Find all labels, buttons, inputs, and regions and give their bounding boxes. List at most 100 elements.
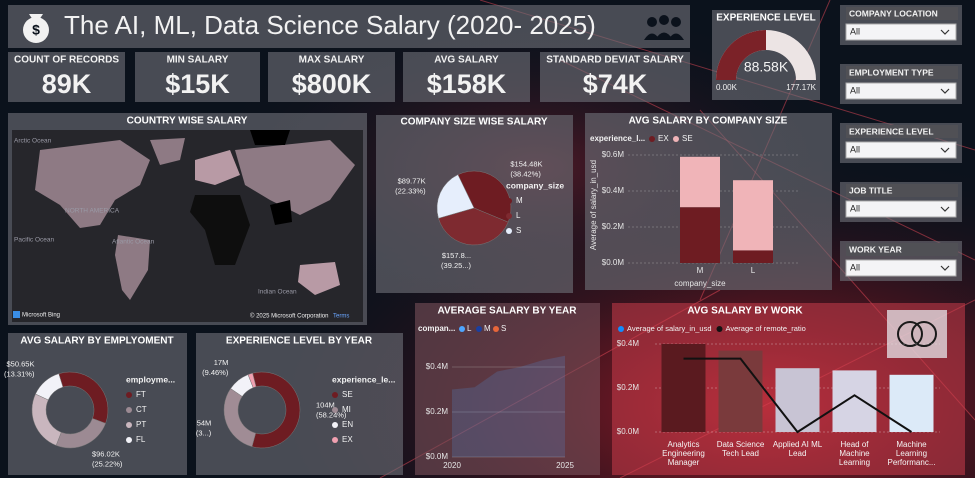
kpi-label: MAX SALARY xyxy=(299,55,365,66)
legend-marker xyxy=(618,326,624,332)
title-bar xyxy=(8,5,690,48)
x-tick-label-box: Head of Machine Learning xyxy=(839,440,870,467)
bing-logo xyxy=(13,311,20,318)
legend-marker xyxy=(459,326,465,332)
bar-segment xyxy=(680,156,720,208)
kpi-card xyxy=(268,52,395,102)
slicer-header xyxy=(846,7,958,20)
x-tick-label: Machine Learning Performanc... xyxy=(887,440,936,467)
slicer-dropdown[interactable] xyxy=(845,259,957,277)
data-label: $89.77K xyxy=(398,176,426,185)
bar-segment xyxy=(680,207,720,263)
legend-label: M xyxy=(516,196,523,205)
y-tick-label: $0.0M xyxy=(617,427,640,436)
legend-marker xyxy=(716,326,723,332)
legend-title: experience_l... xyxy=(590,134,645,143)
slicer-title: EXPERIENCE LEVEL xyxy=(849,126,934,136)
map-terms[interactable]: Terms xyxy=(333,314,349,320)
money-bag-icon: $ xyxy=(23,14,49,43)
donut-segment xyxy=(247,372,257,388)
legend-label: S xyxy=(516,226,521,235)
bar xyxy=(889,374,934,432)
y-tick-label: $0.0M xyxy=(602,258,625,267)
kpi-label: COUNT OF RECORDS xyxy=(14,55,119,66)
legend-label: M xyxy=(484,324,491,333)
x-tick-label-box: Machine Learning Performanc... xyxy=(887,440,936,467)
bar xyxy=(775,368,820,432)
slicer-title: EMPLOYMENT TYPE xyxy=(849,67,934,77)
map-label: Arctic Ocean xyxy=(14,138,52,145)
legend-marker xyxy=(332,392,338,398)
y-axis-title: Average of salary_in_usd xyxy=(589,160,598,250)
dropdown-chevron xyxy=(940,88,950,94)
slicer-dropdown[interactable] xyxy=(845,82,957,100)
legend-marker xyxy=(126,392,132,398)
kpi-value: $74K xyxy=(583,69,648,99)
legend-marker xyxy=(126,422,132,428)
pie-slice xyxy=(438,207,509,246)
data-label: (3...) xyxy=(196,429,212,438)
legend-label: MI xyxy=(342,405,351,414)
legend-label: SE xyxy=(682,134,693,143)
kpi-card xyxy=(540,52,690,102)
legend-label: Average of remote_ratio xyxy=(726,324,806,333)
brain-icon xyxy=(887,310,947,358)
x-axis-title: company_size xyxy=(674,279,726,288)
gauge-title: EXPERIENCE LEVEL xyxy=(716,13,815,24)
gauge-value xyxy=(716,30,766,80)
slicer-title: COMPANY LOCATION xyxy=(849,8,938,18)
legend-marker xyxy=(506,228,512,234)
data-label: (58.24%) xyxy=(316,410,347,419)
kpi-card xyxy=(8,52,125,102)
kpi-value: $15K xyxy=(165,69,230,99)
dashboard-title: The AI, ML, Data Science Salary (2020- 2… xyxy=(64,10,596,40)
slicer-dropdown[interactable] xyxy=(845,200,957,218)
gauge-value-label: 88.58K xyxy=(744,59,789,75)
gauge-tick-label: 177.17K xyxy=(786,83,816,92)
map-attribution: Microsoft Bing xyxy=(22,313,60,319)
data-label: (9.46%) xyxy=(202,368,229,377)
legend-label: L xyxy=(516,211,521,220)
chart-title: COMPANY SIZE WISE SALARY xyxy=(400,117,547,128)
line xyxy=(683,357,913,434)
y-tick-label: $0.4M xyxy=(602,186,625,195)
pie-slice xyxy=(436,174,475,219)
gauge-tick-label: 0.00K xyxy=(716,83,738,92)
legend-marker xyxy=(506,198,512,204)
slicer-value: All xyxy=(850,203,860,213)
donut-segment xyxy=(251,371,301,449)
bar-segment xyxy=(733,250,773,263)
slicer-header xyxy=(846,125,958,138)
legend-label: L xyxy=(467,324,472,333)
legend-label: Average of salary_in_usd xyxy=(627,324,712,333)
dropdown-chevron xyxy=(940,147,950,153)
area xyxy=(452,355,565,457)
x-tick-label-box: Data Science Tech Lead xyxy=(717,440,765,458)
slicer-value: All xyxy=(850,85,860,95)
data-label: $50.65K xyxy=(7,359,35,368)
kpi-label: MIN SALARY xyxy=(167,55,229,66)
people-icon xyxy=(644,15,684,40)
kpi-card xyxy=(403,52,530,102)
slicer-dropdown[interactable] xyxy=(845,23,957,41)
y-tick-label: $0.4M xyxy=(426,362,449,371)
x-tick-label: 2020 xyxy=(443,461,461,470)
legend-marker xyxy=(332,422,338,428)
data-label: (39.25...) xyxy=(441,261,472,270)
chart-title: AVG SALARY BY WORK xyxy=(687,306,803,317)
slicer-value: All xyxy=(850,144,860,154)
legend-label: EN xyxy=(342,420,353,429)
x-tick-label-box: Applied AI ML Lead xyxy=(773,440,822,458)
legend-marker xyxy=(673,136,679,142)
legend-label: FL xyxy=(136,435,146,444)
legend-marker xyxy=(332,437,338,443)
legend-label: S xyxy=(501,324,506,333)
slicer-dropdown[interactable] xyxy=(845,141,957,159)
x-tick-label: 2025 xyxy=(556,461,574,470)
legend-title: employme... xyxy=(126,374,175,384)
legend-title: experience_le... xyxy=(332,374,395,384)
legend-marker xyxy=(649,136,655,142)
map-label: NORTH AMERICA xyxy=(65,208,120,215)
kpi-value: 89K xyxy=(42,69,92,99)
